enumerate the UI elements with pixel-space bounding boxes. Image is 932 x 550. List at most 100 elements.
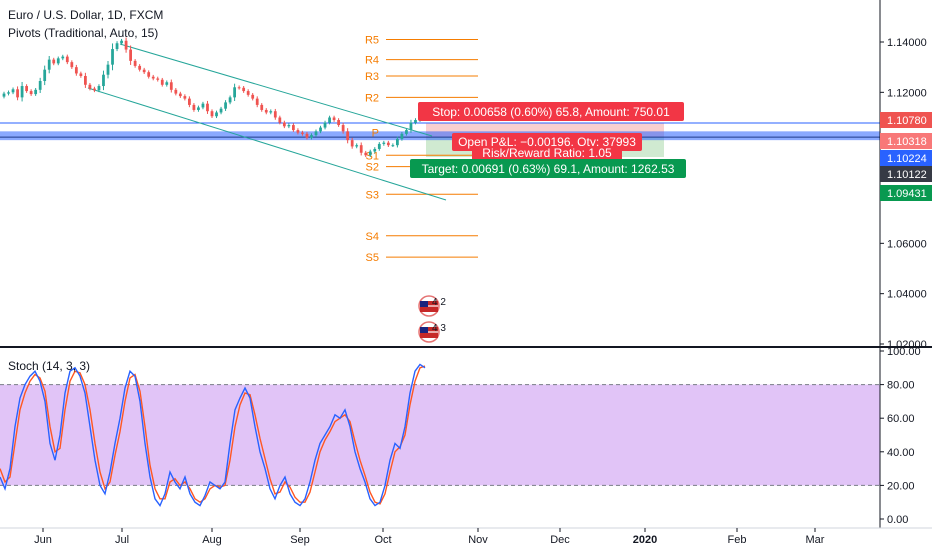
- candle-body[interactable]: [34, 89, 38, 95]
- candle-body[interactable]: [246, 91, 250, 95]
- candle-body[interactable]: [292, 125, 295, 131]
- candle-body[interactable]: [160, 79, 164, 85]
- candle-body[interactable]: [305, 133, 309, 138]
- stop-label[interactable]: Stop: 0.00658 (0.60%) 65.8, Amount: 750.…: [418, 102, 684, 121]
- economic-events[interactable]: 4 2 4 3: [418, 295, 446, 343]
- candle-body[interactable]: [115, 43, 119, 50]
- candle-body[interactable]: [296, 130, 300, 133]
- candle-body[interactable]: [188, 98, 191, 105]
- candle-body[interactable]: [102, 74, 105, 87]
- candle-body[interactable]: [346, 131, 350, 141]
- candle-body[interactable]: [314, 131, 318, 136]
- symbol-title[interactable]: Euro / U.S. Dollar, 1D, FXCM: [8, 8, 163, 22]
- candle-body[interactable]: [377, 143, 381, 149]
- candle-body[interactable]: [147, 72, 151, 77]
- candle-body[interactable]: [11, 89, 15, 93]
- candle-body[interactable]: [16, 89, 19, 98]
- candle-body[interactable]: [364, 152, 368, 156]
- trend-channel[interactable]: [87, 43, 447, 201]
- candle-body[interactable]: [56, 58, 60, 64]
- pivots-indicator-label[interactable]: Pivots (Traditional, Auto, 15): [8, 26, 158, 40]
- ratio-label-box[interactable]: [472, 146, 622, 160]
- candle-body[interactable]: [74, 67, 78, 74]
- event-flag-icon[interactable]: 4 2: [418, 295, 446, 317]
- candle-body[interactable]: [93, 88, 96, 91]
- candle-body[interactable]: [391, 145, 395, 147]
- candle-body[interactable]: [332, 117, 336, 121]
- ratio-label[interactable]: Risk/Reward Ratio: 1.05: [472, 146, 622, 160]
- candle-body[interactable]: [219, 108, 223, 113]
- stoch-indicator-label[interactable]: Stoch (14, 3, 3): [8, 359, 90, 373]
- candle-body[interactable]: [192, 104, 196, 110]
- candle-body[interactable]: [341, 125, 345, 132]
- candle-body[interactable]: [120, 40, 123, 44]
- candle-body[interactable]: [2, 93, 6, 97]
- candle-body[interactable]: [255, 98, 259, 105]
- candle-body[interactable]: [156, 78, 160, 80]
- candle-body[interactable]: [328, 117, 331, 123]
- candle-body[interactable]: [111, 49, 114, 65]
- highlight-band[interactable]: [0, 131, 880, 141]
- event-flag-icon[interactable]: 4 3: [418, 321, 446, 343]
- candle-body[interactable]: [165, 82, 169, 85]
- candle-body[interactable]: [201, 103, 205, 108]
- candle-body[interactable]: [65, 56, 69, 63]
- candle-body[interactable]: [151, 76, 155, 79]
- candle-body[interactable]: [287, 125, 291, 127]
- candle-body[interactable]: [355, 145, 359, 147]
- candle-body[interactable]: [319, 127, 322, 132]
- candle-body[interactable]: [79, 73, 83, 76]
- candle-body[interactable]: [242, 87, 246, 92]
- candle-body[interactable]: [178, 93, 182, 97]
- candle-body[interactable]: [47, 59, 51, 70]
- candle-body[interactable]: [301, 132, 304, 134]
- candle-body[interactable]: [386, 142, 390, 146]
- candle-body[interactable]: [52, 59, 56, 64]
- channel-upper-line[interactable]: [119, 43, 433, 137]
- candle-body[interactable]: [373, 148, 377, 152]
- candle-body[interactable]: [174, 89, 178, 94]
- candle-body[interactable]: [251, 94, 255, 99]
- candle-body[interactable]: [133, 60, 137, 66]
- candle-body[interactable]: [88, 84, 92, 89]
- stoch-axis[interactable]: 100.00 80.00 60.00 40.00 20.00 0.00: [880, 346, 921, 526]
- candle-body[interactable]: [38, 81, 42, 90]
- channel-lower-line[interactable]: [87, 87, 447, 201]
- candle-body[interactable]: [273, 111, 277, 118]
- candle-body[interactable]: [7, 92, 10, 94]
- candle-body[interactable]: [25, 86, 28, 92]
- candle-body[interactable]: [396, 138, 399, 146]
- candle-body[interactable]: [197, 107, 200, 110]
- candle-body[interactable]: [84, 75, 87, 85]
- candle-body[interactable]: [228, 97, 232, 103]
- candle-body[interactable]: [409, 122, 413, 131]
- candle-body[interactable]: [124, 40, 128, 50]
- candle-body[interactable]: [61, 56, 65, 59]
- target-label-box[interactable]: [410, 159, 686, 178]
- candle-body[interactable]: [337, 120, 340, 126]
- candle-body[interactable]: [269, 111, 273, 113]
- risk-reward-labels[interactable]: Stop: 0.00658 (0.60%) 65.8, Amount: 750.…: [410, 102, 686, 178]
- candle-body[interactable]: [278, 117, 282, 123]
- candle-body[interactable]: [210, 111, 214, 117]
- candle-body[interactable]: [233, 87, 236, 98]
- candle-body[interactable]: [70, 62, 74, 68]
- candle-body[interactable]: [183, 96, 187, 99]
- candle-body[interactable]: [382, 142, 386, 144]
- time-axis[interactable]: Jun Jul Aug Sep Oct Nov Dec 2020 Feb Mar: [34, 528, 825, 546]
- candle-body[interactable]: [350, 140, 354, 147]
- candle-body[interactable]: [323, 122, 327, 128]
- candle-body[interactable]: [310, 135, 313, 138]
- candle-body[interactable]: [142, 69, 146, 73]
- candle-body[interactable]: [129, 49, 132, 61]
- candle-body[interactable]: [169, 82, 173, 90]
- stop-label-box[interactable]: [418, 102, 684, 121]
- candle-body[interactable]: [215, 112, 218, 117]
- candle-body[interactable]: [282, 122, 286, 127]
- candle-body[interactable]: [400, 133, 404, 139]
- candle-body[interactable]: [106, 64, 110, 75]
- candles[interactable]: [2, 37, 422, 158]
- target-label[interactable]: Target: 0.00691 (0.63%) 69.1, Amount: 12…: [410, 159, 686, 178]
- candle-body[interactable]: [405, 130, 408, 134]
